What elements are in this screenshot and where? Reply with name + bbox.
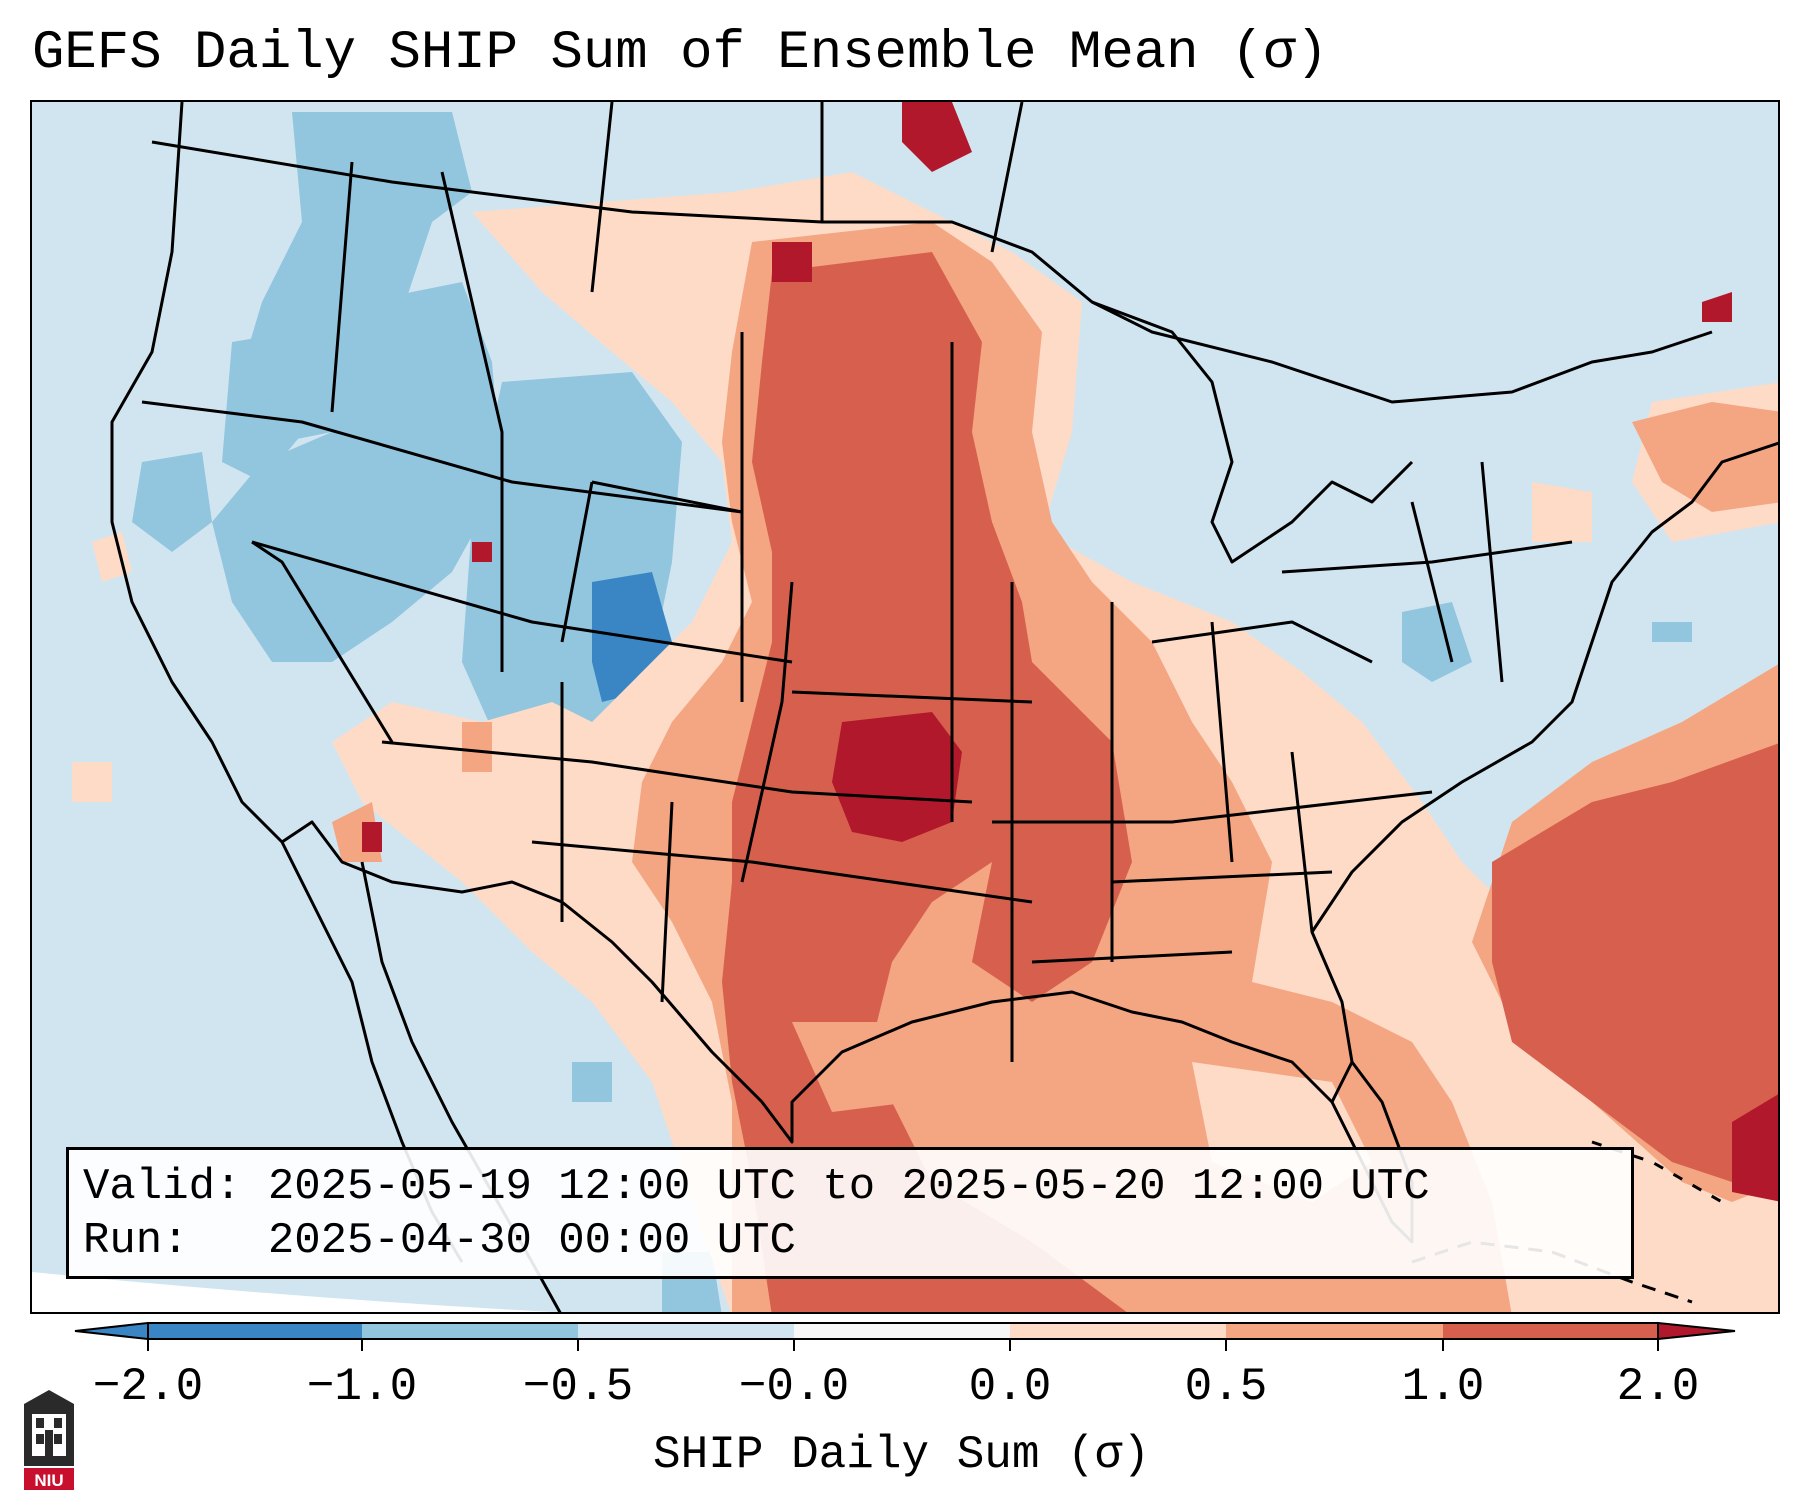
colorbar-segment: [794, 1323, 1010, 1339]
validity-info-box: Valid: 2025-05-19 12:00 UTC to 2025-05-2…: [66, 1147, 1634, 1279]
logo-text: NIU: [34, 1471, 63, 1490]
colorbar-tick-label: −1.0: [306, 1361, 418, 1413]
us-outline: [110, 102, 1778, 1144]
colorbar-tick-label: −0.0: [738, 1361, 850, 1413]
colorbar-segment: [1010, 1323, 1226, 1339]
map-panel: [30, 100, 1780, 1314]
canada-border: [151, 140, 1713, 404]
coastlines-and-borders: [110, 102, 1778, 1312]
colorbar-tick-label: 0.5: [1184, 1361, 1268, 1413]
max-positive-regions: [362, 102, 1778, 1202]
ship-field-map: [32, 102, 1778, 1312]
colorbar-tick-label: 1.0: [1401, 1361, 1485, 1413]
colorbar-extend-low: [74, 1321, 149, 1341]
niu-logo-icon: NIU: [24, 1390, 74, 1490]
colorbar-outline: [147, 1322, 1659, 1340]
colorbar-tick-label: −2.0: [92, 1361, 204, 1413]
map-title: GEFS Daily SHIP Sum of Ensemble Mean (σ): [32, 23, 1329, 84]
colorbar-tick-label: 2.0: [1616, 1361, 1700, 1413]
colorbar-segment: [362, 1323, 578, 1339]
colorbar-tick-label: 0.0: [968, 1361, 1052, 1413]
domain-edge: [32, 1272, 553, 1312]
great-lakes: [1091, 300, 1414, 564]
colorbar-segment: [578, 1323, 794, 1339]
colorbar-label: SHIP Daily Sum (σ): [653, 1429, 1150, 1481]
colorbar-segment: [1226, 1323, 1443, 1339]
colorbar-tick-label: −0.5: [522, 1361, 634, 1413]
colorbar-extend-high: [1657, 1321, 1736, 1341]
valid-time-text: Valid: 2025-05-19 12:00 UTC to 2025-05-2…: [83, 1162, 1430, 1212]
colorbar-segment: [148, 1323, 362, 1339]
colorbar-segment: [1443, 1323, 1658, 1339]
run-time-text: Run: 2025-04-30 00:00 UTC: [83, 1216, 796, 1266]
caribbean-islands: [1411, 1240, 1693, 1304]
